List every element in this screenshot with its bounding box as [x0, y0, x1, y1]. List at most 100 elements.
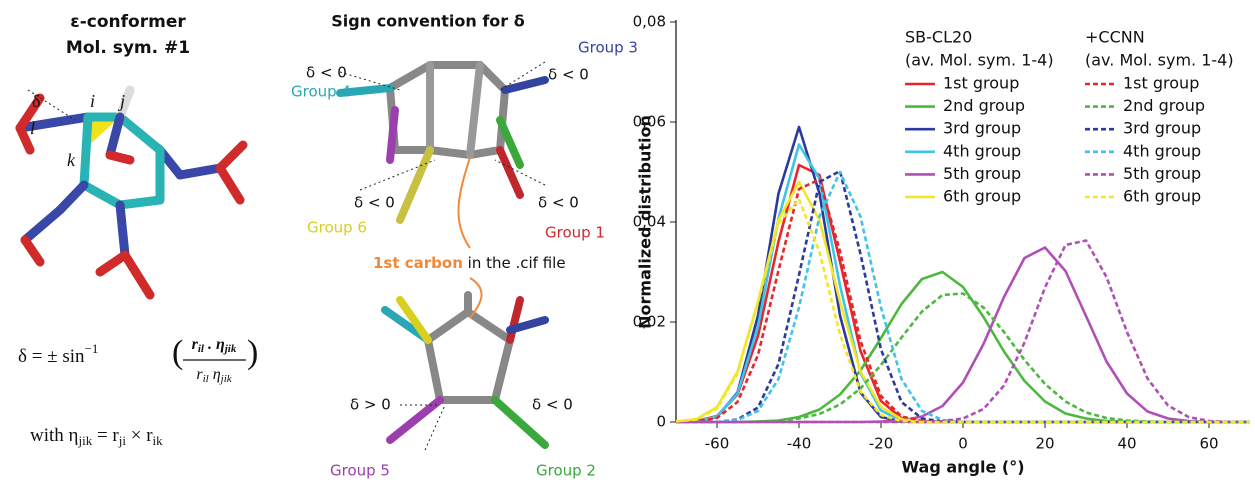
legend-label: 4th group: [943, 141, 1021, 160]
group-label: Group 2: [536, 462, 596, 480]
panel-title: ε-conformer: [70, 12, 186, 32]
bond: [396, 296, 432, 344]
molecule: [15, 85, 248, 300]
x-tick-label: -40: [787, 435, 812, 453]
arrow: [469, 277, 483, 319]
legend-label: 3rd group: [1123, 119, 1201, 138]
bond: [115, 85, 135, 122]
legend-label: 5th group: [1123, 164, 1201, 183]
numerator: ril . ηjik: [192, 336, 237, 355]
bond: [423, 307, 515, 404]
dotted-line: [499, 61, 546, 91]
y-axis-label: Normalized distribution: [636, 115, 655, 329]
sign-label: δ < 0: [538, 194, 579, 212]
bond: [466, 61, 484, 159]
bond: [95, 250, 130, 277]
cage-top: [336, 61, 549, 224]
y-tick-label: 0,06: [633, 113, 666, 131]
bond: [496, 146, 524, 199]
legend-label: 2nd group: [1123, 96, 1205, 115]
bond: [20, 235, 45, 267]
bond: [506, 316, 549, 334]
bond: [15, 112, 93, 133]
legend-label: 6th group: [1123, 187, 1201, 206]
bond: [491, 396, 549, 449]
formula: δ = ± sin−1: [18, 341, 98, 367]
paren: ): [247, 334, 258, 371]
x-axis-label: Wag angle (°): [901, 458, 1024, 477]
legend-label: 1st group: [1123, 74, 1199, 93]
arrow: [457, 156, 471, 249]
carbon-note: 1st carbon in the .cif file: [373, 254, 566, 272]
y-tick-label: 0,08: [633, 13, 666, 31]
bond: [506, 296, 524, 344]
atom-label: j: [118, 91, 125, 111]
group-label: Group 4: [291, 83, 351, 101]
group-label: Group 3: [578, 39, 638, 57]
x-tick-label: 0: [958, 435, 968, 453]
bond: [79, 112, 93, 190]
legend-label: 5th group: [943, 164, 1021, 183]
bond: [496, 116, 524, 169]
formula: with ηjik = rji × rik: [30, 425, 163, 448]
bond: [120, 250, 155, 300]
atom-label: i: [90, 91, 95, 111]
legend-label: 6th group: [943, 187, 1021, 206]
chart: 0 0,02 0,04 0,06 0,08 -60 -40 -20 0 20 40 60 Wag ang…: [633, 13, 1250, 477]
triangle: [86, 117, 120, 148]
bond: [105, 150, 135, 165]
atom-label: δ: [32, 91, 40, 111]
paren: (: [172, 334, 183, 371]
sign-label: δ < 0: [548, 66, 589, 84]
dotted-line: [27, 89, 76, 121]
bond: [115, 195, 165, 210]
legend-title: (av. Mol. sym. 1-4): [905, 51, 1054, 70]
legend-title: +CCNN: [1085, 28, 1145, 47]
legend-label: 4th group: [1123, 141, 1201, 160]
bond: [175, 163, 225, 180]
bond: [115, 112, 165, 155]
x-tick-label: -20: [869, 435, 894, 453]
y-tick-label: 0: [656, 413, 666, 431]
sign-label: δ < 0: [532, 396, 573, 414]
bond: [15, 123, 35, 155]
legend-title: (av. Mol. sym. 1-4): [1085, 51, 1234, 70]
x-tick-label: -60: [705, 435, 730, 453]
group-label: Group 1: [545, 224, 605, 242]
bond: [79, 180, 125, 210]
sign-label: δ > 0: [350, 396, 391, 414]
denominator: ril ηjik: [196, 366, 232, 385]
bond: [215, 163, 245, 205]
bond: [55, 180, 89, 215]
sign-label: δ < 0: [306, 64, 347, 82]
atom-label: l: [30, 118, 35, 138]
atom-label: k: [67, 150, 76, 170]
panel-title: Sign convention for δ: [331, 12, 524, 31]
bond: [336, 84, 394, 97]
dotted-lines: [339, 61, 546, 451]
left-panel: ε-conformer Mol. sym. #1 δ i j l k δ = ±…: [15, 12, 258, 448]
legend-label: 1st group: [943, 74, 1019, 93]
dotted-line: [359, 159, 436, 191]
bond: [386, 396, 444, 444]
legend-title: SB-CL20: [905, 28, 972, 47]
cage-bottom: [381, 291, 549, 449]
y-tick-label: 0,02: [633, 313, 666, 331]
legend-label: 3rd group: [943, 119, 1021, 138]
middle-panel: Sign convention for δ Group 3 Group 4 Gr…: [291, 12, 638, 480]
bond: [501, 76, 549, 94]
bond: [386, 106, 399, 164]
bond: [396, 146, 434, 224]
x-tick-label: 20: [1035, 435, 1054, 453]
panel-subtitle: Mol. sym. #1: [66, 38, 190, 58]
bond: [385, 61, 510, 160]
bond: [215, 140, 248, 173]
bond: [105, 112, 125, 160]
sign-label: δ < 0: [354, 194, 395, 212]
dotted-line: [494, 159, 546, 186]
x-tick-label: 40: [1117, 435, 1136, 453]
group-label: Group 5: [330, 462, 390, 480]
bond: [115, 200, 130, 260]
